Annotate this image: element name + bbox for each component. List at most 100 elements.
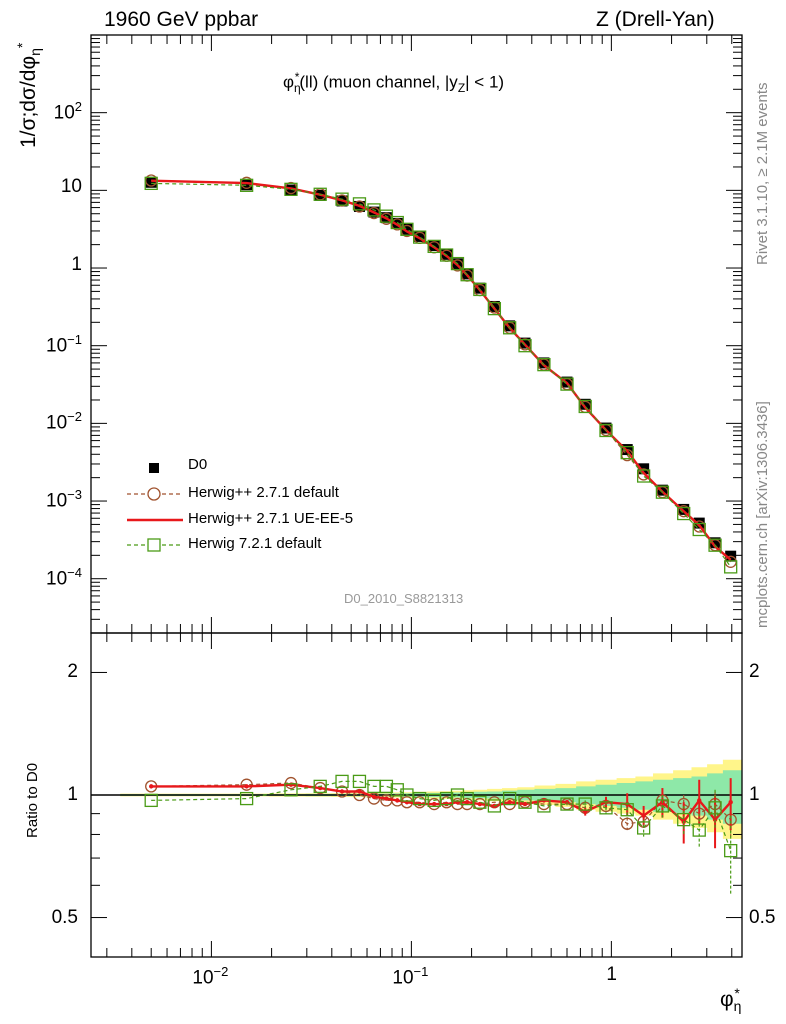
- header-left: 1960 GeV ppbar: [104, 8, 259, 31]
- data-point: [620, 445, 634, 460]
- data-point: [724, 843, 738, 858]
- ratio-y-tick-label: 0.5: [51, 906, 78, 928]
- legend-marker-d0: [149, 463, 159, 473]
- data-point: [678, 503, 690, 515]
- data-point: [502, 321, 517, 335]
- data-point: [239, 791, 254, 806]
- data-point: [636, 469, 651, 483]
- data-point: [537, 358, 551, 372]
- y-tick-label: 10−2: [46, 409, 82, 434]
- data-point: [578, 797, 592, 811]
- title-sub-z: Z: [457, 81, 466, 96]
- data-point: [427, 239, 441, 254]
- data-point: [371, 794, 377, 799]
- y-tick-label: 1: [71, 254, 82, 276]
- series-line: [151, 182, 732, 568]
- data-point: [395, 798, 400, 803]
- data-point: [244, 784, 249, 789]
- data-point: [390, 215, 404, 230]
- axis-ticks: [91, 35, 742, 958]
- y-tick-label: 10−1: [46, 331, 82, 357]
- data-point: [352, 774, 367, 789]
- data-point: [504, 320, 516, 332]
- data-point: [518, 795, 532, 809]
- ratio-y-tick-label: 2: [67, 661, 78, 683]
- data-point: [538, 357, 550, 369]
- data-point: [439, 791, 454, 806]
- data-point: [620, 803, 634, 817]
- x-axis-label: φη*: [720, 985, 742, 1015]
- data-point: [414, 230, 426, 242]
- ratio-uncertainty-bands: [120, 759, 742, 839]
- data-point: [724, 560, 738, 574]
- data-point: [621, 817, 634, 830]
- data-point: [708, 801, 722, 815]
- title-end: | < 1): [465, 72, 505, 92]
- legend-label-herwig-ueee5: Herwig++ 2.7.1 UE-EE-5: [188, 510, 354, 527]
- data-point: [502, 791, 517, 806]
- title-sub-eta: η: [294, 81, 301, 96]
- title-rest: (ll) (muon channel, |y: [299, 72, 458, 92]
- data-point: [379, 779, 394, 794]
- data-point: [149, 784, 154, 789]
- data-point: [400, 222, 414, 236]
- ratio-series: [144, 774, 738, 895]
- y-tick-label: 10−4: [46, 564, 82, 590]
- data-point: [145, 176, 157, 188]
- data-point: [284, 783, 298, 797]
- ratio-y-tick-label: 1: [67, 784, 78, 805]
- data-point: [474, 282, 486, 294]
- data-point: [599, 423, 613, 438]
- data-point: [488, 300, 500, 312]
- main-frame: [90, 34, 743, 634]
- data-point: [487, 799, 502, 813]
- data-point: [460, 268, 474, 282]
- legend-label-herwig7: Herwig 7.2.1 default: [188, 535, 322, 552]
- data-point: [413, 791, 427, 806]
- data-point: [697, 798, 702, 803]
- data-point: [708, 538, 722, 552]
- plot-title: φη*(ll) (muon channel, |yZ| < 1): [283, 70, 504, 95]
- data-point: [241, 179, 253, 191]
- data-point: [284, 776, 298, 790]
- series-line: [151, 179, 732, 563]
- data-point: [431, 801, 437, 807]
- data-point: [677, 812, 691, 827]
- data-point: [313, 187, 327, 201]
- data-point: [144, 176, 158, 191]
- data-point: [712, 817, 718, 822]
- main-series: [144, 174, 738, 574]
- legend-marker-herwig-default: [127, 487, 183, 501]
- data-point: [335, 192, 349, 206]
- data-point: [450, 256, 465, 271]
- x-tick-label: 10−2: [192, 964, 229, 989]
- data-point: [339, 789, 345, 794]
- title-phi: φ: [283, 72, 295, 92]
- data-point: [537, 799, 551, 813]
- data-point: [401, 223, 413, 235]
- data-point: [450, 788, 465, 802]
- x-tick-label: 10−1: [392, 964, 429, 989]
- data-point: [487, 301, 502, 316]
- legend-marker-herwig7: [127, 538, 183, 552]
- data-point: [413, 230, 427, 244]
- data-point: [439, 248, 454, 262]
- data-point: [692, 522, 706, 537]
- data-point: [460, 791, 474, 806]
- data-point: [284, 182, 298, 196]
- data-point: [285, 184, 297, 196]
- header-right: Z (Drell-Yan): [596, 8, 715, 31]
- data-point: [641, 813, 646, 818]
- analysis-id: D0_2010_S8821313: [344, 591, 464, 606]
- data-point: [579, 398, 591, 410]
- data-point: [352, 197, 367, 211]
- data-point: [636, 821, 651, 835]
- data-point: [709, 537, 721, 549]
- data-point: [144, 793, 158, 808]
- data-point: [473, 282, 487, 297]
- series-line: [151, 179, 732, 561]
- legend-label-herwig-default: Herwig++ 2.7.1 default: [188, 484, 339, 501]
- data-point: [677, 506, 691, 521]
- ratio-y-tick-label-right: 1: [749, 784, 760, 805]
